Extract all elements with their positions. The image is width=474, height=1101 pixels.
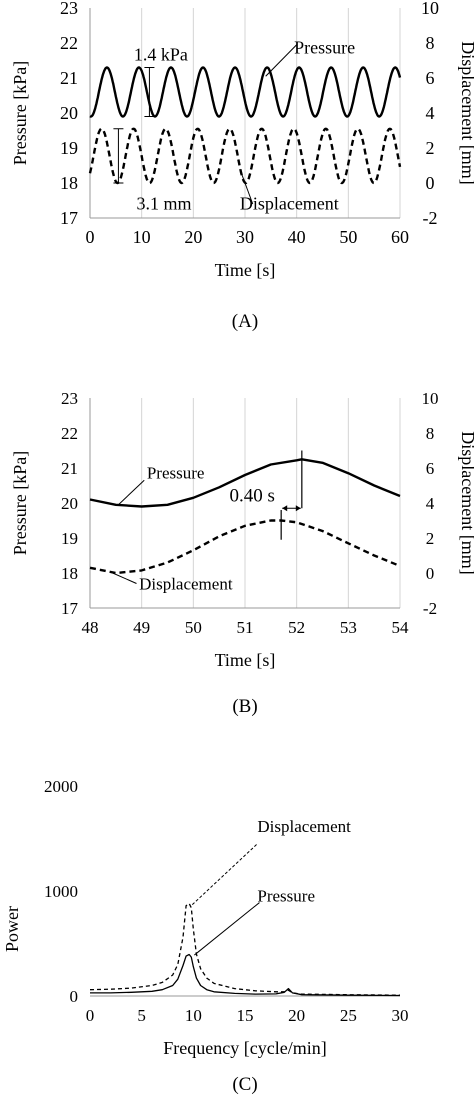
x-tick-label: 0 [86, 1006, 95, 1025]
pressure-callout-line [265, 44, 298, 77]
lag-arrowhead [295, 505, 301, 512]
y2-tick-label: 4 [426, 494, 435, 513]
y2-tick-label: 6 [426, 459, 435, 478]
y2-tick-label: 10 [422, 389, 439, 408]
displacement-callout-line [110, 571, 137, 584]
y-tick-label: 1000 [44, 882, 78, 901]
y-tick-label: 2000 [44, 777, 78, 796]
pressure-annotation: Pressure [294, 38, 355, 58]
series-layer [88, 66, 402, 997]
y2-tick-label: -2 [423, 599, 437, 618]
x-tick-label: 30 [236, 227, 254, 247]
y-axis-title: Power [2, 906, 22, 952]
y2-tick-label: 4 [426, 103, 435, 123]
x-tick-label: 60 [391, 227, 409, 247]
y2-tick-label: -2 [423, 208, 438, 228]
pressure-annotation: Pressure [257, 887, 315, 906]
series-line-pressure [90, 953, 401, 997]
x-tick-label: 50 [339, 227, 357, 247]
y-tick-label: 21 [60, 68, 78, 88]
x-tick-label: 0 [86, 227, 95, 247]
x-axis-title: Time [s] [215, 650, 276, 670]
x-tick-label: 30 [392, 1006, 409, 1025]
displacement-annotation: Displacement [240, 193, 339, 213]
panel-label: (B) [232, 696, 257, 717]
displacement-callout-line [239, 168, 254, 205]
y-tick-label: 23 [61, 389, 78, 408]
y-tick-label: 23 [60, 0, 78, 18]
x-tick-label: 54 [392, 618, 410, 637]
x-tick-label: 10 [185, 1006, 202, 1025]
y-tick-label: 21 [61, 459, 78, 478]
y-axis-title: Pressure [kPa] [10, 61, 30, 165]
y-tick-label: 17 [61, 599, 79, 618]
panel-label: (A) [232, 311, 258, 332]
y-tick-label: 18 [60, 173, 78, 193]
x-tick-label: 5 [137, 1006, 146, 1025]
x-tick-label: 25 [340, 1006, 357, 1025]
x-tick-label: 52 [288, 618, 305, 637]
x-tick-label: 20 [288, 1006, 305, 1025]
displacement-annotation: Displacement [139, 575, 233, 594]
y-tick-label: 22 [61, 424, 78, 443]
x-tick-label: 50 [185, 618, 202, 637]
y-tick-label: 20 [60, 103, 78, 123]
series-line-pressure [89, 66, 402, 118]
grid-layer [141, 8, 401, 608]
x-tick-label: 10 [133, 227, 151, 247]
y2-tick-label: 2 [426, 138, 435, 158]
displacement-callout-line [191, 843, 258, 906]
x-tick-label: 49 [133, 618, 150, 637]
y-tick-label: 22 [60, 33, 78, 53]
series-line-pressure [89, 458, 401, 508]
x-tick-label: 51 [237, 618, 254, 637]
y-tick-label: 17 [60, 208, 78, 228]
x-axis-title: Frequency [cycle/min] [163, 1038, 326, 1058]
amplitude-label-displacement: 3.1 mm [137, 193, 192, 213]
y2-tick-label: 8 [426, 33, 435, 53]
y-tick-label: 19 [60, 138, 78, 158]
panel-label: (C) [232, 1074, 257, 1095]
y-tick-label: 20 [61, 494, 78, 513]
x-tick-label: 53 [340, 618, 357, 637]
y-tick-label: 18 [61, 564, 78, 583]
lag-arrowhead [282, 505, 288, 512]
y-tick-label: 19 [61, 529, 78, 548]
x-tick-label: 48 [82, 618, 99, 637]
pressure-annotation: Pressure [147, 464, 205, 483]
x-tick-label: 15 [237, 1006, 254, 1025]
x-axis-title: Time [s] [215, 260, 276, 280]
pressure-callout-line [194, 902, 260, 956]
y2-tick-label: 0 [426, 564, 435, 583]
y-tick-label: 0 [70, 987, 79, 1006]
series-line-displacement [89, 902, 401, 996]
x-tick-label: 40 [288, 227, 306, 247]
y2-tick-label: 6 [426, 68, 435, 88]
y2-tick-label: 0 [426, 173, 435, 193]
displacement-annotation: Displacement [257, 817, 351, 836]
axes-layer [89, 8, 400, 997]
y2-tick-label: 2 [426, 529, 435, 548]
y2-axis-title: Displacement [mm] [458, 431, 474, 574]
lag-label: 0.40 s [230, 485, 275, 506]
y2-tick-label: 10 [421, 0, 439, 18]
y-axis-title: Pressure [kPa] [10, 451, 30, 555]
x-tick-label: 20 [184, 227, 202, 247]
y2-axis-title: Displacement [mm] [458, 41, 474, 184]
pressure-callout-line [118, 479, 145, 506]
amplitude-label-pressure: 1.4 kPa [134, 45, 188, 65]
y2-tick-label: 8 [426, 424, 435, 443]
